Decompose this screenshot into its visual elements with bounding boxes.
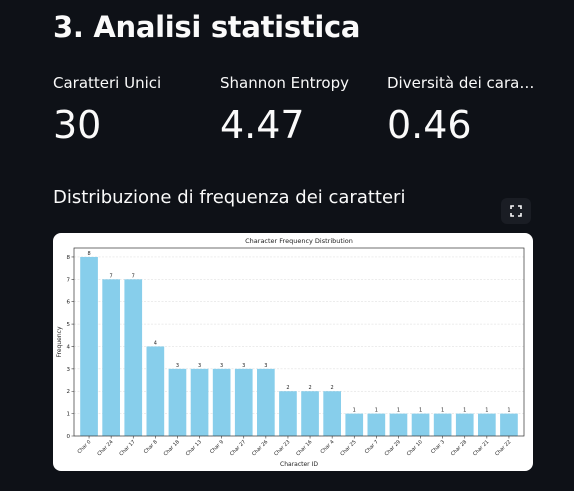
y-tick-label: 8	[67, 255, 71, 261]
chart-title: Character Frequency Distribution	[245, 237, 353, 245]
x-tick-label: Char 17	[118, 439, 136, 457]
bar	[389, 413, 408, 436]
bar	[212, 368, 231, 436]
bar	[146, 346, 165, 436]
bar-value-label: 1	[507, 408, 510, 414]
bar-value-label: 2	[286, 385, 289, 391]
bar-value-label: 3	[176, 363, 179, 369]
bar	[345, 413, 364, 436]
metric-label: Caratteri Unici	[53, 74, 162, 92]
x-tick-label: Char 18	[163, 439, 181, 457]
chart-section-heading: Distribuzione di frequenza dei caratteri	[53, 187, 406, 208]
y-tick-label: 2	[67, 389, 71, 395]
page-title: 3. Analisi statistica	[53, 10, 361, 44]
x-tick-label: Char 0	[77, 439, 93, 455]
bar-value-label: 3	[242, 363, 245, 369]
bar	[190, 368, 209, 436]
x-tick-label: Char 3	[430, 439, 446, 455]
bar-value-label: 1	[375, 408, 378, 414]
x-tick-label: Char 25	[339, 439, 357, 457]
x-tick-label: Char 4	[320, 439, 336, 455]
bar-value-label: 1	[419, 408, 422, 414]
metric-character-diversity: Diversità dei caratteri 0.46	[387, 74, 537, 144]
bar-value-label: 2	[308, 385, 311, 391]
bar	[500, 413, 518, 436]
bar-value-label: 1	[397, 408, 400, 414]
y-tick-label: 4	[67, 344, 71, 350]
bar-value-label: 1	[441, 408, 444, 414]
metric-value: 4.47	[220, 103, 305, 147]
metric-value: 30	[53, 103, 102, 147]
y-tick-label: 1	[67, 412, 71, 418]
x-tick-label: Char 10	[406, 439, 424, 457]
bar	[433, 413, 452, 436]
bar	[279, 391, 297, 436]
y-tick-label: 0	[67, 434, 71, 440]
bar	[411, 413, 430, 436]
bar	[124, 279, 143, 436]
bar-value-label: 3	[264, 363, 267, 369]
fullscreen-button[interactable]	[501, 198, 531, 224]
chart-card: Character Frequency Distribution 0 1 2 3 4 5 6 7…	[53, 233, 533, 471]
y-tick-label: 7	[67, 277, 71, 283]
x-tick-label: Char 21	[472, 439, 490, 457]
x-tick-label: Char 7	[364, 439, 380, 455]
bar-value-label: 4	[154, 340, 157, 346]
bar	[80, 256, 98, 436]
x-tick-label: Char 9	[209, 439, 225, 455]
bar	[234, 368, 253, 436]
bar-value-label: 3	[198, 363, 201, 369]
bar	[367, 413, 386, 436]
metric-label: Shannon Entropy	[220, 74, 349, 92]
x-tick-label: Char 27	[229, 439, 247, 457]
x-tick-label: Char 13	[185, 439, 203, 457]
bar	[168, 368, 187, 436]
bar-value-label: 7	[110, 273, 113, 279]
x-tick-label: Char 29	[384, 439, 402, 457]
y-axis-label: Frequency	[56, 326, 63, 357]
metric-shannon-entropy: Shannon Entropy 4.47	[220, 74, 380, 144]
bar	[257, 368, 275, 436]
bar-value-label: 2	[331, 385, 334, 391]
x-tick-label: Char 16	[295, 439, 313, 457]
metric-value: 0.46	[387, 103, 472, 147]
metric-label: Diversità dei caratteri	[387, 74, 537, 92]
bar-value-label: 3	[220, 363, 223, 369]
x-tick-label: Char 22	[494, 439, 512, 457]
fullscreen-icon	[510, 205, 522, 217]
frequency-bar-chart: Character Frequency Distribution 0 1 2 3 4 5 6 7…	[56, 237, 525, 468]
x-tick-label: Char 28	[450, 439, 468, 457]
x-axis-label: Character ID	[280, 461, 318, 468]
x-tick-label: Char 23	[273, 439, 291, 457]
bar-value-label: 1	[353, 408, 356, 414]
bar	[323, 391, 341, 436]
y-tick-label: 6	[67, 300, 71, 306]
bar-value-label: 1	[485, 408, 488, 414]
bar	[301, 391, 319, 436]
x-tick-label: Char 8	[143, 439, 159, 455]
bar-value-label: 1	[463, 408, 466, 414]
x-tick-label: Char 24	[96, 439, 114, 457]
metric-unique-characters: Caratteri Unici 30	[53, 74, 213, 144]
bar-value-label: 8	[87, 251, 90, 257]
plot-frame	[73, 247, 525, 437]
bar	[455, 413, 474, 436]
y-tick-label: 3	[67, 367, 71, 373]
bar-value-label: 7	[132, 273, 135, 279]
y-tick-label: 5	[67, 322, 71, 328]
x-tick-label: Char 26	[251, 439, 269, 457]
bar	[478, 413, 496, 436]
bar	[102, 279, 120, 436]
